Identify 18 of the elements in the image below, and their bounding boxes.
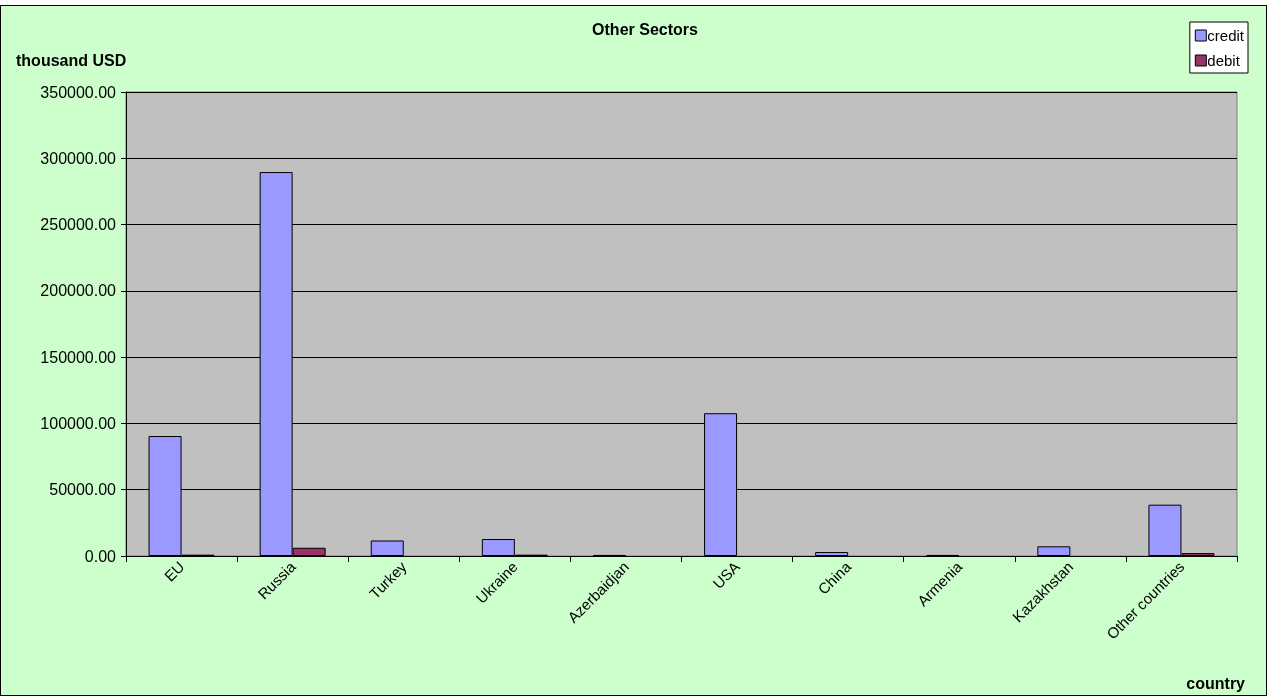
y-tick-label: 50000.00 [49,481,117,499]
x-axis-title: country [1186,674,1246,692]
y-tick-label: 200000.00 [40,282,117,300]
y-tick-label: 300000.00 [40,149,117,167]
bar [370,540,404,556]
y-tick-label: 100000.00 [40,414,117,432]
bar [1037,546,1071,556]
y-tick-label: 150000.00 [40,348,117,366]
x-tick-label: USA [709,557,744,592]
y-tick-label: 350000.00 [40,83,117,101]
legend-label: debit [1207,52,1241,69]
y-axis-title: thousand USD [16,51,127,69]
y-tick-label: 250000.00 [40,216,117,234]
x-tick-label: EU [160,557,188,585]
chart-title: Other Sectors [592,20,699,38]
bar [815,552,849,556]
legend-label: credit [1207,27,1245,44]
y-tick-label: 0.00 [84,547,117,565]
